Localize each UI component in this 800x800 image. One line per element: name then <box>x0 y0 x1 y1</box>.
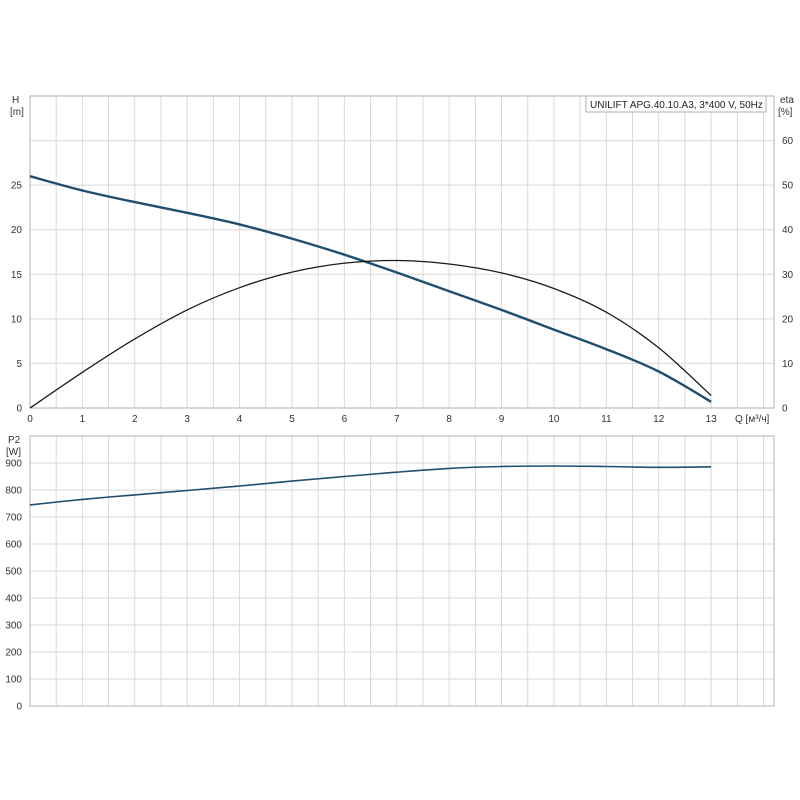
x-tick-label: 4 <box>237 414 243 425</box>
x-tick-label: 11 <box>601 414 612 425</box>
head-efficiency-panel: 0 1 2 3 4 5 6 7 8 9 10 11 12 130510152025010203040506… <box>10 95 794 425</box>
left-y-tick-label: 10 <box>11 314 23 325</box>
right-y-tick-label: 10 <box>782 359 794 370</box>
power-panel: 0 100 200 300 400 500 600 700 800 900 P2 [W] <box>5 435 775 713</box>
left-axis-label-h: H <box>12 95 19 106</box>
power-y-tick-label: 400 <box>5 594 22 605</box>
power-y-tick-label: 300 <box>5 621 22 632</box>
power-y-tick-label: 700 <box>5 513 22 524</box>
power-y-tick-label: 900 <box>5 459 22 470</box>
x-tick-label: 6 <box>342 414 348 425</box>
top-plot-frame <box>29 95 775 409</box>
right-y-tick-label: 40 <box>782 225 794 236</box>
legend-text: UNILIFT APG.40.10.A3, 3*400 V, 50Hz <box>590 100 763 111</box>
right-y-tick-label: 60 <box>782 136 794 147</box>
power-y-tick-label: 500 <box>5 567 22 578</box>
power-curve <box>29 465 712 506</box>
x-tick-label: 1 <box>80 414 86 425</box>
x-tick-label: 9 <box>499 414 505 425</box>
power-axis-label-p2: P2 <box>8 435 21 446</box>
top-grid <box>29 95 775 409</box>
right-y-tick-label: 0 <box>782 404 788 415</box>
left-y-tick-label: 15 <box>11 270 23 281</box>
left-axis-label-m: [m] <box>10 107 24 118</box>
bottom-plot-frame <box>29 435 775 707</box>
x-tick-label: 12 <box>653 414 665 425</box>
head-curve <box>29 175 712 403</box>
power-y-tick-label: 0 <box>16 702 22 713</box>
x-tick-label: 5 <box>289 414 295 425</box>
top-curves <box>29 175 712 409</box>
left-y-tick-label: 20 <box>11 225 23 236</box>
left-y-tick-label: 0 <box>16 404 22 415</box>
bottom-curves <box>29 465 712 506</box>
right-axis-label-percent: [%] <box>778 107 793 118</box>
power-y-tick-label: 100 <box>5 675 22 686</box>
right-y-tick-label: 50 <box>782 181 794 192</box>
x-tick-label: 13 <box>706 414 718 425</box>
right-y-tick-label: 30 <box>782 270 794 281</box>
x-tick-label: 7 <box>394 414 400 425</box>
efficiency-curve <box>29 259 712 409</box>
x-tick-label: 2 <box>132 414 138 425</box>
x-tick-label: 10 <box>548 414 560 425</box>
x-axis-label: Q [м³/ч] <box>735 414 770 425</box>
power-y-tick-label: 600 <box>5 540 22 551</box>
x-tick-label: 3 <box>184 414 190 425</box>
x-tick-label: 0 <box>27 414 33 425</box>
power-axis-label-w: [W] <box>6 447 21 458</box>
bottom-tick-labels: 0 100 200 300 400 500 600 700 800 900 <box>5 459 22 713</box>
bottom-grid <box>29 435 775 707</box>
x-tick-label: 8 <box>446 414 452 425</box>
top-tick-labels: 0 1 2 3 4 5 6 7 8 9 10 11 12 130510152025010203040506… <box>11 136 794 425</box>
right-y-tick-label: 20 <box>782 314 794 325</box>
power-y-tick-label: 800 <box>5 486 22 497</box>
right-axis-label-eta: eta <box>780 95 794 106</box>
left-y-tick-label: 5 <box>16 359 22 370</box>
legend-box <box>585 95 767 113</box>
power-y-tick-label: 200 <box>5 648 22 659</box>
left-y-tick-label: 25 <box>11 181 23 192</box>
